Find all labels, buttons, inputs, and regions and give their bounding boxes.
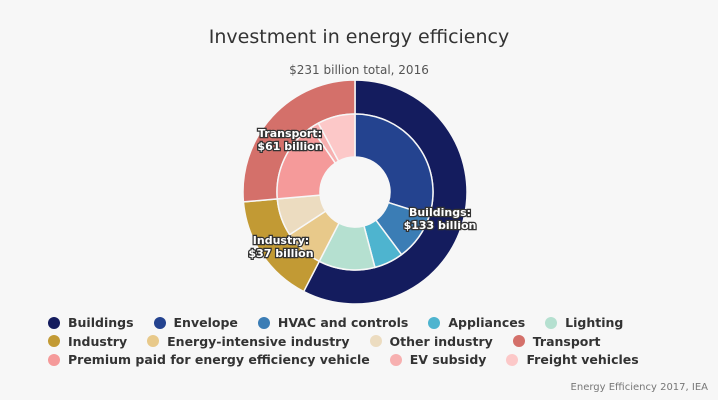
legend-marker-icon — [428, 316, 441, 329]
inner-slice-envelope[interactable] — [354, 113, 434, 217]
legend-item-ev-subsidy[interactable]: EV subsidy — [389, 351, 487, 368]
legend-item-energy-intensive-industry[interactable]: Energy-intensive industry — [147, 333, 350, 350]
chart-subtitle: $231 billion total, 2016 — [289, 63, 429, 77]
data-label-buildings: $133 billion — [404, 219, 477, 232]
legend-item-premium-paid-for-energy-efficiency-vehicle[interactable]: Premium paid for energy efficiency vehic… — [48, 351, 370, 368]
data-label-industry: $37 billion — [248, 247, 313, 260]
legend-label: EV subsidy — [409, 352, 487, 367]
data-label-industry: Industry: — [253, 234, 309, 247]
legend-label: Buildings — [68, 315, 134, 330]
data-label-transport: $61 billion — [257, 140, 322, 153]
legend-label: Transport — [532, 333, 601, 349]
legend-marker-icon — [389, 353, 402, 366]
legend-item-freight-vehicles[interactable]: Freight vehicles — [506, 351, 639, 368]
legend-marker-icon — [369, 335, 382, 347]
legend-marker-icon — [506, 353, 519, 366]
legend-marker-icon — [153, 316, 166, 329]
legend-marker-icon — [48, 335, 60, 347]
legend-item-hvac-and-controls[interactable]: HVAC and controls — [257, 314, 409, 331]
data-label-buildings: Buildings: — [409, 206, 471, 219]
legend-item-lighting[interactable]: Lighting — [545, 314, 623, 331]
legend-label: Other industry — [389, 333, 493, 349]
legend-item-industry[interactable]: Industry — [48, 333, 127, 350]
legend-marker-icon — [48, 353, 60, 366]
source-credit: Energy Efficiency 2017, IEA — [570, 382, 708, 393]
legend-label: HVAC and controls — [277, 315, 409, 330]
legend-label: Appliances — [448, 315, 526, 330]
inner-slice-freight-vehicles[interactable] — [317, 113, 356, 163]
legend-item-other-industry[interactable]: Other industry — [369, 333, 493, 350]
legend-marker-icon — [545, 316, 558, 329]
legend-item-envelope[interactable]: Envelope — [153, 314, 238, 331]
legend-label: Energy-intensive industry — [167, 333, 350, 349]
legend-label: Freight vehicles — [526, 352, 639, 367]
legend-marker-icon — [48, 316, 60, 329]
legend-item-transport[interactable]: Transport — [512, 333, 601, 350]
legend: Buildings Envelope HVAC and controls Applia… — [48, 314, 688, 370]
legend-item-buildings[interactable]: Buildings — [48, 314, 134, 331]
sunburst-chart: Buildings:$133 billion Industry:$37 billi… — [242, 79, 478, 305]
chart-title: Investment in energy efficiency — [208, 26, 510, 48]
legend-marker-icon — [147, 335, 160, 347]
legend-marker-icon — [512, 335, 525, 347]
legend-label: Premium paid for energy efficiency vehic… — [68, 352, 370, 367]
legend-item-appliances[interactable]: Appliances — [428, 314, 525, 331]
legend-label: Lighting — [565, 315, 624, 330]
legend-label: Industry — [68, 333, 128, 349]
data-label-transport: Transport: — [258, 127, 322, 140]
legend-marker-icon — [257, 316, 270, 329]
legend-label: Envelope — [173, 315, 238, 330]
